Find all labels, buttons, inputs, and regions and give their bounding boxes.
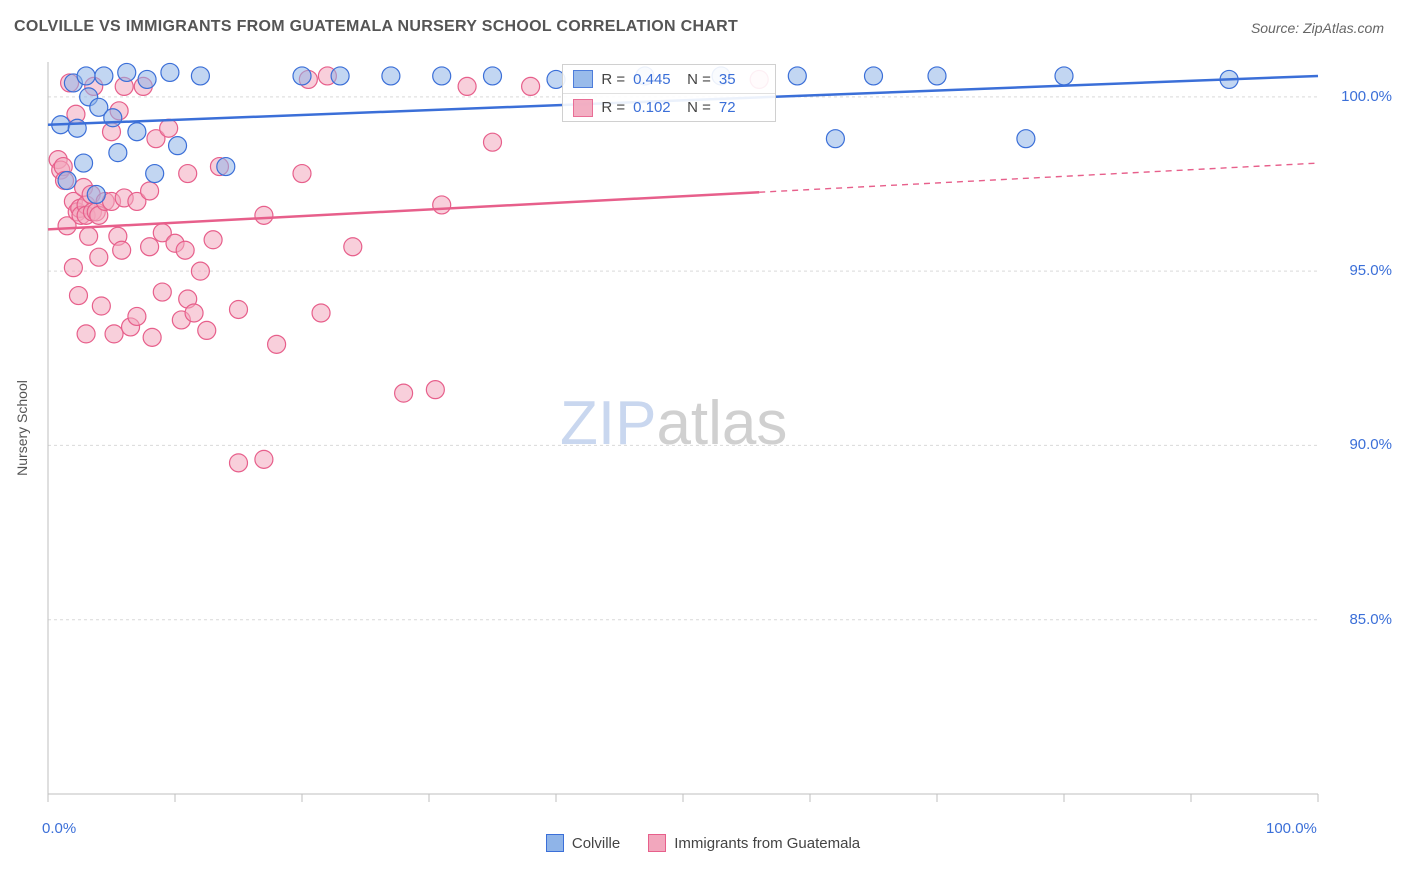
source-label: Source: ZipAtlas.com (1251, 20, 1384, 36)
legend: Colville Immigrants from Guatemala (0, 834, 1406, 852)
stats-n-label: N = (687, 71, 711, 88)
legend-label-guatemala: Immigrants from Guatemala (674, 835, 860, 852)
chart-wrap: Nursery School ZIPatlas R =0.445N =35R =… (0, 48, 1406, 858)
y-tick-label: 85.0% (1332, 611, 1392, 628)
stats-row-guatemala: R = 0.102 N = 72 (563, 93, 775, 121)
stats-r-label: R = (601, 99, 625, 116)
stats-swatch-guatemala (573, 99, 593, 117)
legend-item-colville: Colville (546, 834, 620, 852)
stats-n-value-guatemala: 72 (719, 99, 765, 116)
legend-item-guatemala: Immigrants from Guatemala (648, 834, 860, 852)
stats-row-colville: R = 0.445 N = 35 (563, 65, 775, 93)
y-tick-label: 95.0% (1332, 262, 1392, 279)
chart-container: COLVILLE VS IMMIGRANTS FROM GUATEMALA NU… (0, 0, 1406, 892)
legend-swatch-guatemala (648, 834, 666, 852)
y-tick-label: 90.0% (1332, 436, 1392, 453)
scatter-plot (0, 48, 1406, 858)
legend-label-colville: Colville (572, 835, 620, 852)
chart-title: COLVILLE VS IMMIGRANTS FROM GUATEMALA NU… (14, 18, 738, 36)
y-axis-label: Nursery School (14, 380, 30, 476)
stats-n-value-colville: 35 (719, 71, 765, 88)
stats-r-value-colville: 0.445 (633, 71, 679, 88)
correlation-stats-box: R = 0.445 N = 35 R = 0.102 N = 72 (562, 64, 776, 122)
stats-r-value-guatemala: 0.102 (633, 99, 679, 116)
stats-n-label: N = (687, 99, 711, 116)
legend-swatch-colville (546, 834, 564, 852)
y-tick-label: 100.0% (1332, 88, 1392, 105)
stats-r-label: R = (601, 71, 625, 88)
title-row: COLVILLE VS IMMIGRANTS FROM GUATEMALA NU… (0, 0, 1406, 42)
stats-swatch-colville (573, 70, 593, 88)
